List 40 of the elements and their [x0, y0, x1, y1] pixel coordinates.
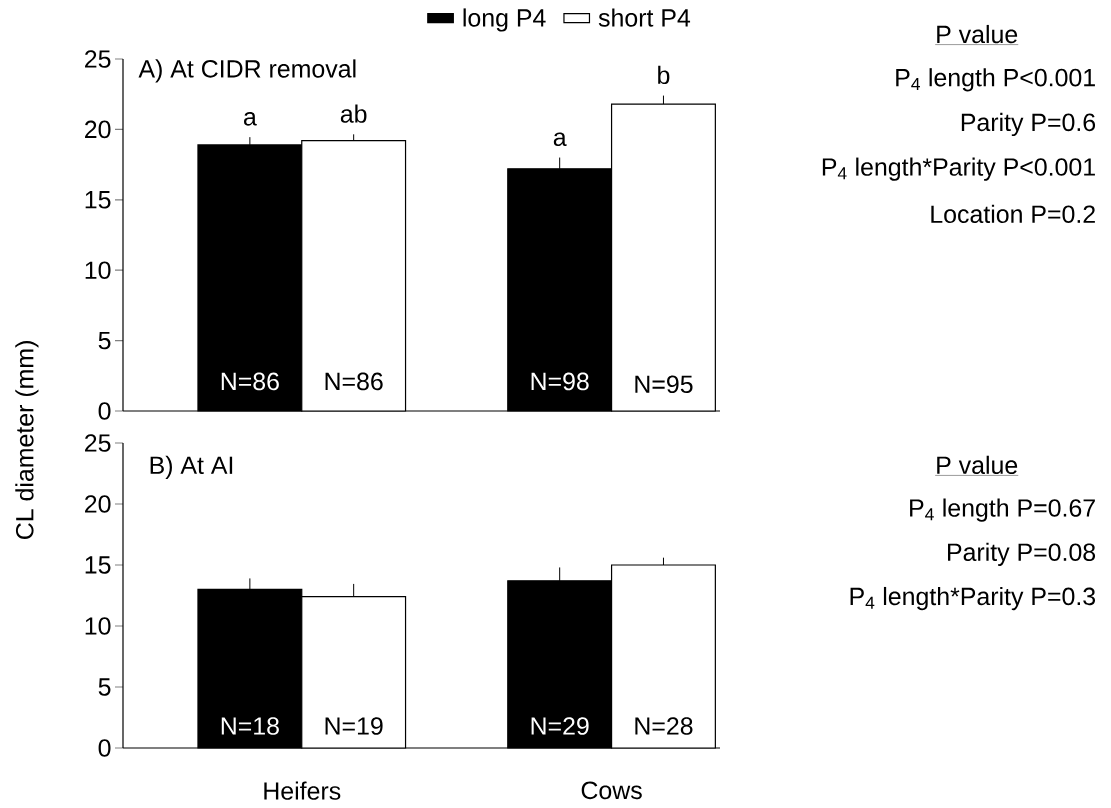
text: P value — [937, 455, 1018, 475]
annotation: b — [658, 65, 670, 85]
annotation: ab — [340, 104, 367, 123]
text: P value — [937, 24, 1018, 44]
y-tick-label: 25 — [85, 434, 111, 452]
annotation: N=86 — [325, 372, 383, 391]
annotation: N=28 — [635, 717, 693, 735]
x-tick-label: Heifers — [264, 781, 341, 800]
text: P$_{4}$ length P=0.67 — [910, 498, 1095, 522]
y-tick-label: 15 — [85, 556, 111, 574]
chart-title: A) At CIDR removal — [138, 59, 356, 83]
text: Parity P=0.08 — [948, 542, 1096, 566]
annotation: N=95 — [635, 375, 693, 394]
y-axis-title: CL diameter (mm) — [15, 341, 39, 539]
annotation: N=86 — [221, 372, 279, 391]
y-tick-label: 5 — [98, 331, 111, 350]
annotation: N=98 — [531, 372, 589, 391]
text: P$_{4}$ length*Parity P<0.001 — [822, 157, 1095, 181]
y-tick-label: 10 — [85, 261, 111, 280]
y-tick-label: 0 — [98, 739, 111, 757]
chart-title: B) At AI — [150, 455, 233, 479]
annotation: N=18 — [221, 717, 279, 735]
y-tick-label: 5 — [98, 678, 111, 696]
annotation: N=29 — [531, 717, 589, 735]
y-tick-label: 20 — [85, 120, 111, 139]
y-tick-label: 15 — [85, 191, 111, 209]
y-tick-label: 10 — [85, 617, 111, 635]
text: Location P=0.2 — [931, 204, 1095, 224]
text: P$_{4}$ length*Parity P=0.3 — [850, 586, 1096, 611]
annotation: a — [553, 132, 567, 147]
annotation: N=19 — [325, 717, 383, 735]
text: Parity P=0.6 — [961, 112, 1096, 137]
x-tick-label: Cows — [581, 781, 642, 800]
annotation: a — [244, 111, 257, 126]
legend-label: long P4 — [463, 8, 546, 32]
y-tick-label: 0 — [98, 402, 111, 420]
text: P$_{4}$ length P<0.001 — [896, 68, 1095, 92]
y-tick-label: 20 — [85, 495, 111, 513]
y-tick-label: 25 — [85, 50, 111, 68]
legend-label: short P4 — [598, 8, 691, 27]
